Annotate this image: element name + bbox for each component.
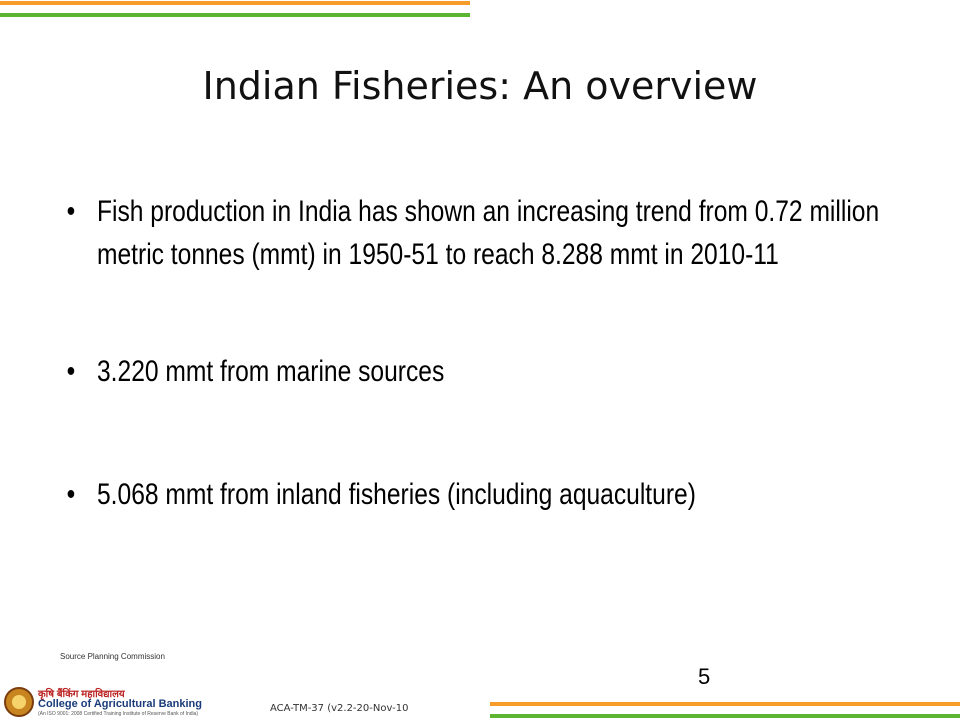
stripe-orange xyxy=(490,702,960,706)
stripe-orange xyxy=(0,1,470,5)
bullet-list: Fish production in India has shown an in… xyxy=(67,190,892,516)
source-note: Source Planning Commission xyxy=(60,652,165,661)
logo-hindi: कृषि बैंकिंग महाविद्यालय xyxy=(38,689,125,700)
stripe-green xyxy=(0,13,470,17)
logo-subtitle: (An ISO 9001: 2008 Certified Training In… xyxy=(38,711,199,717)
logo-name: College of Agricultural Banking xyxy=(38,698,202,710)
slide-title: Indian Fisheries: An overview xyxy=(202,64,758,108)
bullet: 5.068 mmt from inland fisheries (includi… xyxy=(67,473,892,516)
bullet: 3.220 mmt from marine sources xyxy=(67,350,892,393)
page-number: 5 xyxy=(698,664,711,689)
bullet: Fish production in India has shown an in… xyxy=(67,190,892,276)
footer-code: ACA-TM-37 (v2.2-20-Nov-10 xyxy=(270,703,409,714)
logo-emblem xyxy=(4,687,34,717)
stripe-green xyxy=(490,714,960,718)
